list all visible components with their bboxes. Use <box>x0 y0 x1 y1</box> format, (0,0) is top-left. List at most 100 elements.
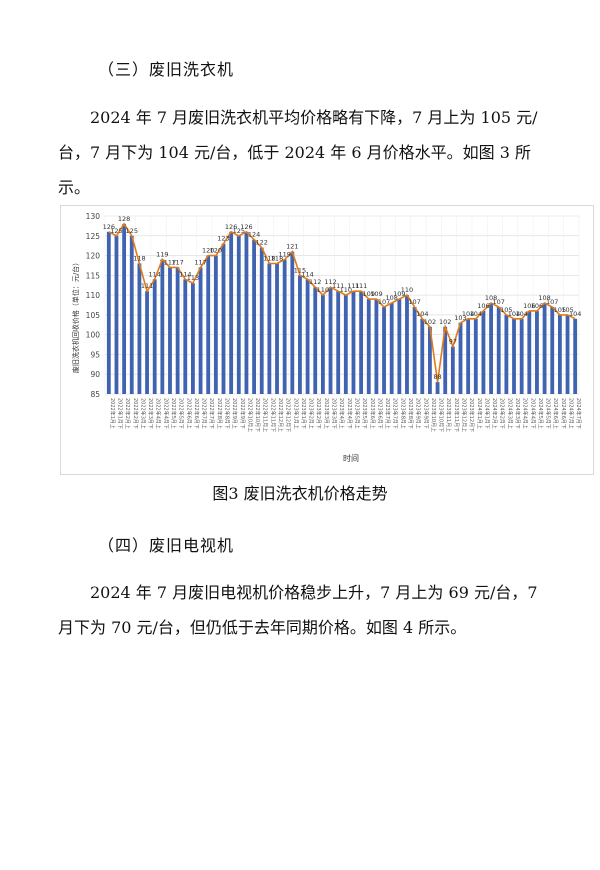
data-label: 119 <box>278 251 290 259</box>
data-bar <box>137 263 142 394</box>
data-bar <box>259 247 264 394</box>
data-bar <box>221 243 226 394</box>
x-tick-label: 2023年12月下 <box>468 398 475 432</box>
x-tick-label: 2024年5月下 <box>545 398 552 429</box>
data-bar <box>542 303 547 394</box>
x-tick-label: 2022年10月下 <box>254 398 261 432</box>
x-tick-label: 2022年9月下 <box>239 398 246 429</box>
data-label: 105 <box>554 306 566 314</box>
x-tick-label: 2023年7月下 <box>392 398 399 429</box>
data-label: 104 <box>515 310 527 318</box>
data-bar <box>450 346 455 394</box>
data-bar <box>206 255 211 394</box>
y-tick-label: 105 <box>86 311 101 320</box>
data-bar <box>535 310 539 394</box>
x-tick-label: 2023年4月上 <box>338 398 345 429</box>
data-bar <box>298 275 302 394</box>
x-tick-label: 2023年6月下 <box>376 398 383 429</box>
data-label: 125 <box>233 227 245 235</box>
x-tick-label: 2024年7月上 <box>568 398 575 429</box>
data-bar <box>320 295 325 394</box>
chart-frame: 85 90 95 100 105 110 115 120 125 130 废旧洗衣机回收价格（单位… <box>60 205 594 475</box>
data-bar <box>351 291 356 394</box>
body-paragraph: 2024 年 7 月废旧洗衣机平均价格略有下降，7 月上为 105 元/台，7 … <box>58 108 538 197</box>
y-axis: 85 90 95 100 105 110 115 120 125 130 <box>86 212 101 399</box>
data-bar <box>313 287 318 394</box>
data-bar <box>496 306 501 394</box>
data-labels: 1261251281251181111141191171171141131171… <box>103 215 582 381</box>
x-tick-label: 2022年4月下 <box>162 398 169 429</box>
x-tick-label: 2022年11月上 <box>262 398 269 432</box>
data-bar <box>389 303 394 394</box>
x-tick-label: 2023年10月下 <box>438 398 445 432</box>
data-label: 124 <box>248 231 260 239</box>
data-label: 120 <box>202 247 214 255</box>
data-label: 104 <box>470 310 482 318</box>
data-bar <box>512 318 516 394</box>
x-tick-label: 2022年7月上 <box>201 398 208 429</box>
y-tick-label: 85 <box>90 390 100 399</box>
data-label: 105 <box>500 306 512 314</box>
x-axis-label: 时间 <box>343 453 359 463</box>
data-label: 108 <box>485 294 497 302</box>
x-tick-label: 2022年12月上 <box>277 398 284 432</box>
data-bar <box>489 303 493 394</box>
data-label: 111 <box>355 282 367 290</box>
x-tick-label: 2023年8月上 <box>399 398 406 429</box>
data-bar <box>428 326 432 394</box>
x-tick-label: 2022年4月上 <box>155 398 162 429</box>
x-tick-label: 2022年3月上 <box>139 398 146 429</box>
data-label: 117 <box>194 258 206 266</box>
y-tick-label: 110 <box>86 291 101 300</box>
data-label: 108 <box>538 294 550 302</box>
data-bar <box>236 235 241 394</box>
data-label: 106 <box>523 302 535 310</box>
data-label: 114 <box>301 270 313 278</box>
data-bar <box>290 251 295 394</box>
data-label: 107 <box>378 298 390 306</box>
data-label: 110 <box>317 286 329 294</box>
x-tick-label: 2022年6月下 <box>193 398 200 429</box>
data-bar <box>122 223 127 394</box>
data-bar <box>145 291 149 394</box>
data-bar <box>191 283 195 394</box>
x-tick-label: 2022年8月上 <box>216 398 223 429</box>
data-bar <box>519 318 524 394</box>
data-label: 112 <box>309 278 321 286</box>
data-label: 117 <box>164 258 176 266</box>
data-label: 111 <box>332 282 344 290</box>
x-tick-label: 2023年5月上 <box>353 398 360 429</box>
data-label: 104 <box>569 310 581 318</box>
data-label: 126 <box>103 223 115 231</box>
data-label: 123 <box>217 235 229 243</box>
data-bar <box>343 295 348 394</box>
x-tick-label: 2023年8月下 <box>407 398 414 429</box>
data-label: 115 <box>294 266 306 274</box>
data-bar <box>244 231 249 394</box>
data-bar <box>435 382 440 394</box>
x-tick-label: 2024年1月上 <box>476 398 483 429</box>
x-tick-labels: 2022年1月上 2022年1月下 2022年2月上 2022年2月下 2022年3月上… <box>109 398 582 432</box>
data-bar <box>550 306 555 394</box>
data-bar <box>252 239 256 394</box>
data-bar <box>420 318 425 394</box>
data-label: 105 <box>561 306 573 314</box>
data-label: 102 <box>439 318 451 326</box>
data-label: 128 <box>118 215 130 223</box>
data-label: 88 <box>433 373 441 381</box>
x-tick-label: 2024年6月下 <box>560 398 567 429</box>
data-label: 125 <box>126 227 138 235</box>
x-tick-label: 2024年3月上 <box>506 398 513 429</box>
data-label: 118 <box>263 254 275 262</box>
data-bar <box>129 235 134 394</box>
data-bar <box>405 295 409 394</box>
data-bar <box>213 255 218 394</box>
data-label: 121 <box>286 243 298 251</box>
x-tick-label: 2023年1月上 <box>292 398 299 429</box>
data-label: 120 <box>210 247 222 255</box>
data-bar <box>397 299 402 394</box>
data-bar <box>229 231 234 394</box>
x-tick-label: 2023年1月下 <box>300 398 307 429</box>
data-bar <box>328 287 333 394</box>
